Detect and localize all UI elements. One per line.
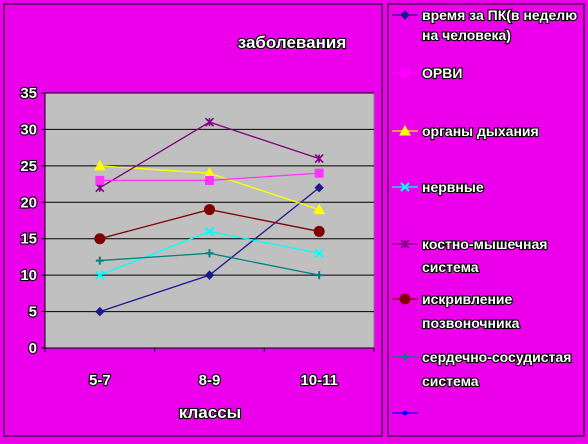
- legend-box: [387, 3, 585, 437]
- legend-label: костно-мышечная: [422, 236, 547, 252]
- legend-label: система: [422, 259, 479, 275]
- data-point-5: [94, 233, 106, 245]
- y-tick-label: 10: [20, 267, 37, 284]
- data-point-4: [95, 183, 105, 193]
- data-point-6: [205, 249, 214, 258]
- y-tick-label: 5: [29, 304, 37, 321]
- y-tick-label: 20: [20, 194, 37, 211]
- legend-label: позвоночника: [422, 315, 520, 331]
- legend-label: система: [422, 373, 479, 389]
- legend-label: на человека): [422, 27, 511, 43]
- chart-title: заболевания: [238, 33, 347, 52]
- data-point-0: [204, 270, 215, 280]
- legend-label: нервные: [422, 179, 484, 195]
- legend-label: органы дыхания: [422, 123, 539, 139]
- x-tick-label: 10-11: [300, 372, 338, 389]
- x-axis-label: классы: [179, 403, 241, 422]
- data-point-8: [314, 168, 324, 178]
- x-tick-label: 8-9: [199, 372, 221, 389]
- axes-group: 0 5 10 15 20 25 30 35 5-7 8-9 10-11: [19, 84, 375, 390]
- data-point-0: [314, 183, 324, 193]
- data-point-3: [314, 248, 324, 258]
- x-tick-label: 5-7: [89, 372, 111, 389]
- data-point-3: [95, 270, 105, 280]
- legend-label: ОРВИ: [422, 65, 462, 81]
- data-point-2: [93, 159, 106, 171]
- legend-swatch-marker: [400, 10, 410, 20]
- y-tick-label: 30: [20, 121, 37, 138]
- data-point-8: [205, 175, 214, 185]
- legend-swatch-marker: [399, 293, 411, 305]
- data-point-5: [313, 225, 325, 237]
- legend-label: сердечно-сосудистая: [422, 349, 571, 365]
- legend-swatch-marker: [399, 124, 411, 136]
- data-point-4: [314, 154, 324, 164]
- plot-area: [44, 92, 375, 349]
- plot-area-group: [3, 3, 383, 437]
- legend-swatch-marker: [401, 353, 409, 361]
- data-point-2: [313, 203, 326, 215]
- y-tick-label: 35: [20, 85, 37, 102]
- legend-swatch-marker: [402, 410, 408, 416]
- y-tick-label: 0: [29, 340, 37, 357]
- y-tick-label: 25: [20, 158, 37, 175]
- legend: время за ПК(в неделю на человека) ОРВИ орга…: [387, 3, 585, 437]
- data-point-5: [204, 204, 215, 216]
- series-group: [93, 117, 326, 317]
- legend-swatch-marker: [400, 68, 410, 78]
- data-point-8: [95, 175, 105, 185]
- data-point-6: [315, 271, 324, 280]
- legend-swatch-marker: [400, 239, 410, 249]
- data-point-4: [204, 117, 215, 127]
- chart-border: [3, 3, 383, 437]
- data-point-6: [95, 256, 104, 265]
- legend-label: искривление: [422, 291, 513, 307]
- data-point-3: [204, 226, 215, 237]
- y-tick-label: 15: [20, 231, 37, 248]
- legend-swatch-marker: [400, 182, 410, 192]
- legend-label: время за ПК(в неделю: [422, 7, 577, 23]
- data-point-0: [95, 306, 105, 317]
